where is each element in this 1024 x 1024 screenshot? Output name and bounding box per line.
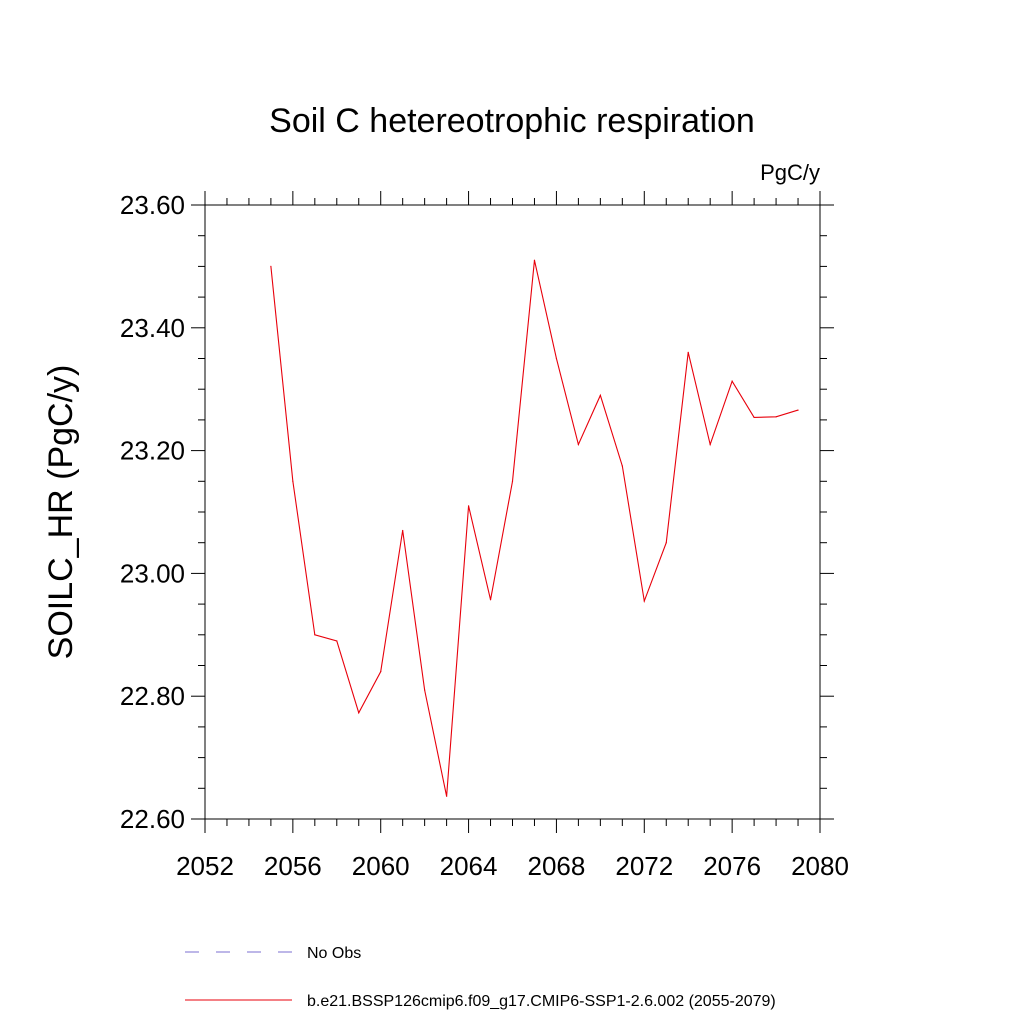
- data-point: [467, 505, 470, 507]
- data-point: [643, 600, 645, 602]
- data-point: [797, 409, 799, 411]
- data-point: [731, 380, 733, 382]
- y-axis-label: SOILC_HR (PgC/y): [42, 365, 80, 660]
- x-tick-label: 2052: [176, 851, 234, 881]
- y-tick-label: 23.00: [120, 558, 185, 588]
- x-tick-label: 2076: [703, 851, 761, 881]
- y-tick-label: 23.20: [120, 436, 185, 466]
- data-point: [511, 480, 514, 482]
- x-axis: 2052 2056 2060 2064 2068 2072 2076 2080: [176, 191, 849, 881]
- legend: No Obs b.e21.BSSP126cmip6.f09_g17.CMIP6-S…: [185, 945, 776, 1010]
- x-tick-label: 2064: [440, 851, 498, 881]
- data-point: [424, 689, 426, 691]
- legend-label: b.e21.BSSP126cmip6.f09_g17.CMIP6-SSP1-2.…: [307, 993, 776, 1010]
- data-point: [687, 351, 689, 353]
- units-label: PgC/y: [760, 160, 820, 185]
- chart-title: Soil C hetereotrophic respiration: [269, 102, 755, 140]
- data-point: [270, 265, 272, 267]
- y-tick-label: 22.60: [120, 804, 185, 834]
- data-point: [533, 259, 536, 261]
- data-point: [292, 480, 294, 482]
- data-point: [336, 640, 338, 642]
- data-point: [402, 529, 404, 532]
- data-point: [775, 416, 777, 418]
- y-tick-label: 23.40: [120, 313, 185, 343]
- data-point: [555, 357, 558, 360]
- y-axis: 22.60 22.80 23.00 23.20 23.40 23.60: [120, 190, 834, 834]
- data-point: [753, 416, 755, 419]
- x-tick-label: 2072: [615, 851, 673, 881]
- series-layer: [270, 259, 799, 797]
- data-point: [380, 671, 382, 673]
- y-tick-label: 22.80: [120, 681, 185, 711]
- x-tick-label: 2060: [352, 851, 410, 881]
- x-tick-label: 2080: [791, 851, 849, 881]
- data-point: [665, 542, 667, 544]
- data-point: [358, 712, 360, 714]
- data-point: [489, 599, 492, 601]
- x-tick-label: 2056: [264, 851, 322, 881]
- data-point: [577, 443, 579, 446]
- data-point: [599, 394, 601, 396]
- data-point: [621, 465, 623, 467]
- series-line: [270, 260, 799, 797]
- data-point: [446, 795, 448, 797]
- y-tick-label: 23.60: [120, 190, 185, 220]
- data-point: [314, 634, 316, 636]
- data-point: [709, 443, 711, 446]
- x-tick-label: 2068: [528, 851, 586, 881]
- legend-label: No Obs: [307, 945, 361, 962]
